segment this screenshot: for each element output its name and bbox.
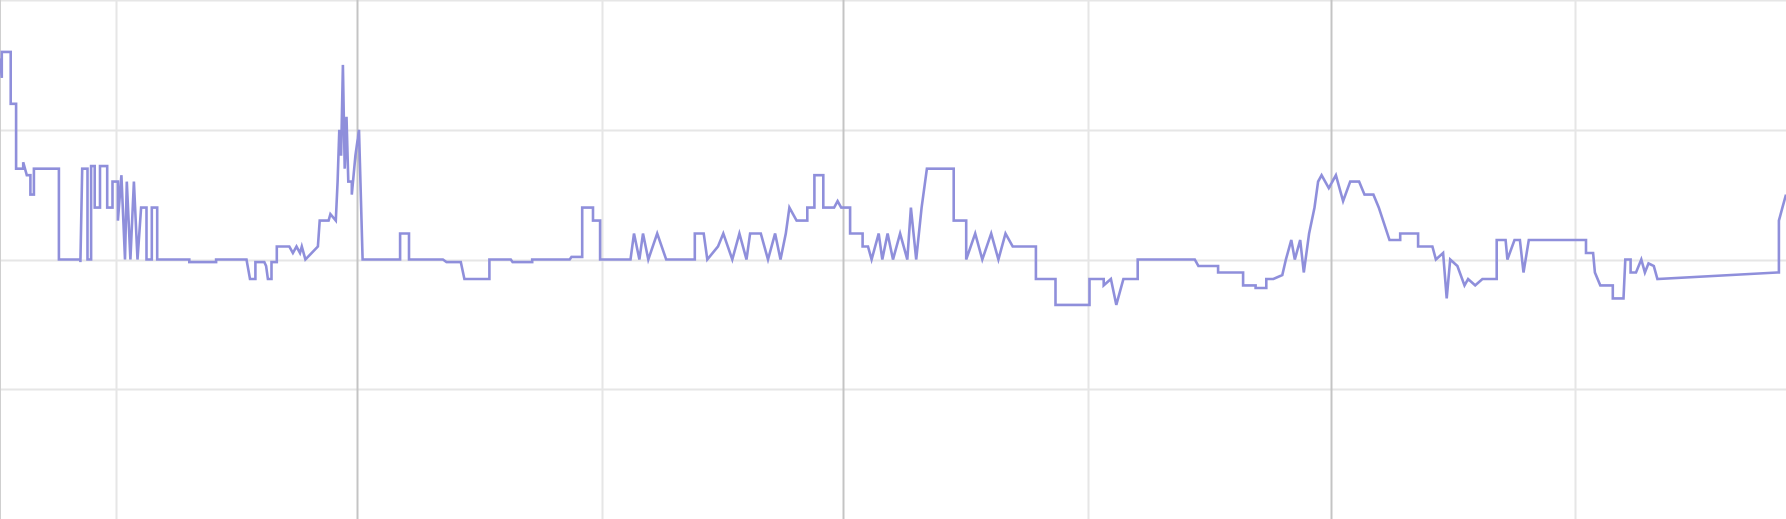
series-group xyxy=(0,50,1786,307)
series-line xyxy=(0,50,1786,307)
